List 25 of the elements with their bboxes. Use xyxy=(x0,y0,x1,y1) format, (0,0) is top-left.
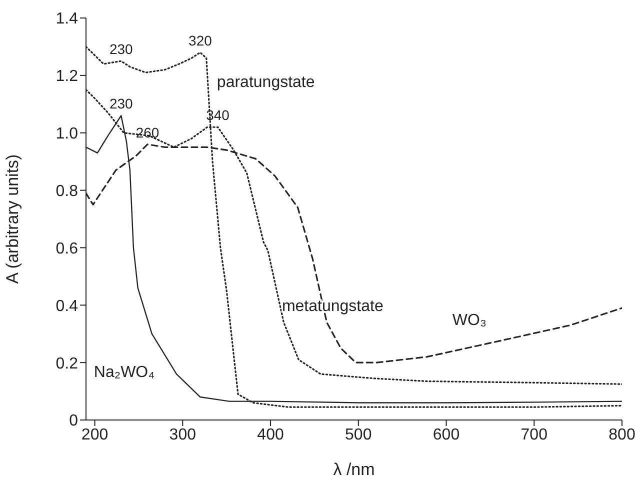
y-tick-label: 0.8 xyxy=(56,182,78,200)
annotation: 320 xyxy=(188,32,212,48)
x-tick-label: 200 xyxy=(81,426,108,444)
y-tick-label: 1.0 xyxy=(56,126,78,143)
y-tick-label: 0.6 xyxy=(56,240,78,258)
x-tick-label: 800 xyxy=(608,426,635,444)
x-axis-title: λ /nm xyxy=(333,460,375,479)
x-tick-label: 600 xyxy=(432,426,460,444)
y-tick-label: 1.2 xyxy=(56,68,78,86)
y-tick-label: 0.2 xyxy=(56,355,78,372)
series-label: Na₂WO₄ xyxy=(94,364,155,381)
x-tick-label: 700 xyxy=(520,426,548,444)
annotation: 230 xyxy=(109,41,134,58)
annotation: 340 xyxy=(206,107,230,124)
series-label: paratungstate xyxy=(216,74,315,91)
x-tick-label: 500 xyxy=(345,426,372,444)
y-tick-label: 0 xyxy=(69,412,78,430)
y-axis-title: A (arbitrary units) xyxy=(3,154,22,284)
annotation: 230 xyxy=(109,96,134,112)
annotation: 260 xyxy=(136,124,160,140)
y-tick-label: 1.4 xyxy=(56,10,78,28)
y-tick-label: 0.4 xyxy=(56,298,78,315)
x-tick-label: 400 xyxy=(257,426,284,444)
series-label: WO₃ xyxy=(452,312,486,330)
x-tick-label: 300 xyxy=(169,426,196,444)
